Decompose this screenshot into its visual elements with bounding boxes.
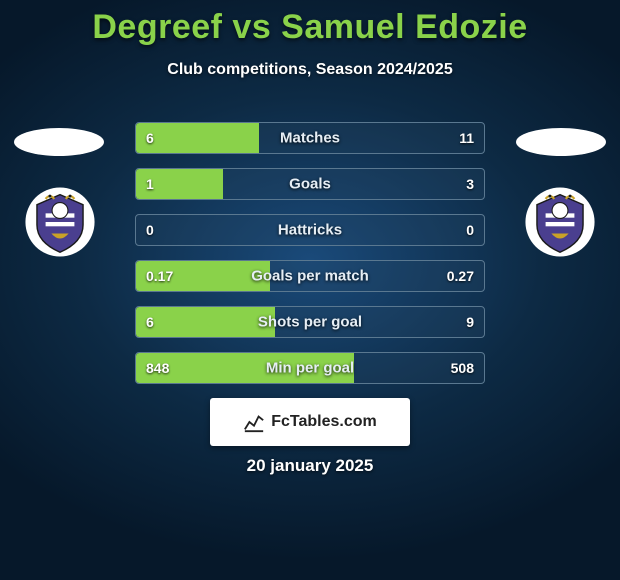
stat-row: 0Hattricks0 [135, 214, 485, 246]
stat-metric-label: Matches [136, 130, 484, 147]
branding-badge: FcTables.com [210, 398, 410, 446]
stat-value-right: 508 [451, 360, 474, 376]
stat-row: 6Matches11 [135, 122, 485, 154]
page-title: Degreef vs Samuel Edozie [0, 0, 620, 47]
subtitle: Club competitions, Season 2024/2025 [0, 61, 620, 79]
stat-value-right: 0 [466, 222, 474, 238]
stat-value-right: 11 [459, 130, 474, 146]
stat-value-right: 0.27 [447, 268, 474, 284]
stat-row: 0.17Goals per match0.27 [135, 260, 485, 292]
stat-row: 6Shots per goal9 [135, 306, 485, 338]
club-crest-left [24, 186, 96, 258]
club-crest-right [524, 186, 596, 258]
stat-metric-label: Shots per goal [136, 314, 484, 331]
stat-row: 1Goals3 [135, 168, 485, 200]
branding-text: FcTables.com [271, 413, 377, 431]
player-right-placeholder [516, 128, 606, 156]
stat-metric-label: Goals [136, 176, 484, 193]
stat-metric-label: Goals per match [136, 268, 484, 285]
stat-value-right: 3 [466, 176, 474, 192]
stat-row: 848Min per goal508 [135, 352, 485, 384]
comparison-bars: 6Matches11 1Goals3 0Hattricks0 0.17Goals pe… [135, 122, 485, 384]
stat-value-right: 9 [466, 314, 474, 330]
player-left-placeholder [14, 128, 104, 156]
chart-icon [243, 411, 265, 433]
snapshot-date: 20 january 2025 [0, 456, 620, 476]
stat-metric-label: Hattricks [136, 222, 484, 239]
stat-metric-label: Min per goal [136, 360, 484, 377]
